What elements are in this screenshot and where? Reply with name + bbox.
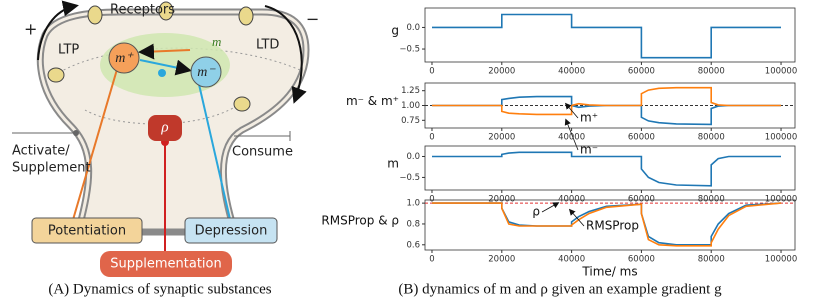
potentiation-link: [69, 65, 119, 231]
y-tick-label: 0.0: [406, 23, 420, 33]
y-tick-label: −0.5: [399, 173, 420, 183]
x-axis-label: Time/ ms: [581, 265, 637, 279]
series-line: [432, 95, 781, 126]
x-tick-label: 80000: [698, 67, 725, 77]
x-tick-label: 100000: [765, 195, 797, 205]
annotation-arrow: [564, 118, 579, 151]
flow-arrow: [138, 43, 191, 60]
label: Supplement: [12, 161, 91, 176]
label: Depression: [195, 224, 268, 239]
x-tick-label: 20000: [488, 133, 515, 143]
depression-box: [184, 217, 278, 244]
label: m⁻: [197, 65, 216, 80]
y-axis-label: m: [387, 157, 399, 171]
x-tick-label: 100000: [765, 67, 797, 77]
x-tick-label: 20000: [488, 67, 515, 77]
label: Receptors: [110, 3, 175, 18]
series-line: [432, 86, 781, 116]
label: +: [24, 20, 37, 39]
ltd-arrow: [264, 5, 307, 104]
plot-frame: [424, 199, 796, 251]
receptors-icons: [47, 1, 254, 112]
label: LTP: [58, 43, 79, 58]
caption: (A) Dynamics of synaptic substances: [48, 281, 271, 297]
label: m: [212, 34, 221, 49]
label: −: [306, 10, 319, 29]
y-tick-label: −0.5: [399, 45, 420, 55]
synapse-diagram: Receptors + − LTP LTD m m⁺ m⁻ ρ Activate…: [12, 0, 319, 277]
x-tick-label: 80000: [698, 133, 725, 143]
x-tick-label: 100000: [765, 255, 797, 265]
x-tick-label: 40000: [558, 255, 585, 265]
depression-link: [197, 79, 233, 229]
m-minus-node: [190, 56, 222, 88]
membrane-inner: [38, 10, 308, 233]
link-node: [158, 69, 166, 77]
dotted-path: [84, 99, 246, 125]
x-tick-label: 40000: [558, 67, 585, 77]
annotation-arrow: [568, 208, 585, 227]
x-tick-label: 80000: [698, 195, 725, 205]
annotation: m⁻: [580, 143, 598, 157]
x-tick-label: 100000: [765, 133, 797, 143]
x-tick-label: 0: [429, 67, 434, 77]
label: Supplementation: [110, 257, 221, 272]
x-tick-label: 0: [429, 133, 434, 143]
label: Activate/: [12, 144, 70, 159]
caption: (B) dynamics of m and ρ given an example…: [398, 281, 722, 297]
potentiation-box: [31, 217, 143, 244]
x-tick-label: 0: [429, 195, 434, 205]
x-tick-label: 20000: [488, 255, 515, 265]
y-tick-label: 0.0: [406, 152, 420, 162]
flow-arrow: [139, 59, 192, 76]
series-line: [432, 202, 782, 247]
series-line: [432, 13, 781, 59]
rho-node: [148, 115, 182, 141]
annotation-arrow: [541, 202, 560, 213]
y-tick-label: 0.6: [406, 240, 420, 250]
ltp-arrow: [37, 0, 79, 61]
series-line: [432, 151, 781, 187]
plot-frame: [424, 7, 796, 63]
label: m⁺: [115, 51, 134, 66]
y-axis-label: g: [391, 24, 399, 38]
label: LTD: [256, 38, 279, 53]
x-tick-label: 60000: [628, 67, 655, 77]
annotation-arrow: [564, 102, 579, 119]
x-tick-label: 80000: [698, 255, 725, 265]
y-tick-label: 1.0: [406, 199, 420, 209]
x-tick-label: 40000: [558, 195, 585, 205]
x-tick-label: 60000: [628, 133, 655, 143]
y-axis-label: RMSProp & ρ: [321, 214, 399, 228]
y-tick-label: 1.00: [401, 101, 420, 111]
x-tick-label: 20000: [488, 195, 515, 205]
annotation: RMSProp: [586, 219, 639, 233]
x-tick-label: 60000: [628, 255, 655, 265]
m-plus-node: [108, 42, 140, 74]
annotation: ρ: [532, 205, 540, 219]
x-tick-label: 60000: [628, 195, 655, 205]
activate-dot: [73, 130, 79, 136]
x-tick-label: 40000: [558, 133, 585, 143]
label: Consume: [232, 145, 293, 160]
y-tick-label: 1.25: [401, 86, 420, 96]
supplementation-box: [100, 251, 232, 277]
label: ρ: [160, 119, 168, 135]
plot-frame: [424, 145, 796, 191]
y-tick-label: 0.8: [406, 219, 420, 229]
x-tick-label: 0: [429, 255, 434, 265]
annotation: m⁺: [580, 111, 598, 125]
y-tick-label: 0.75: [401, 116, 420, 126]
y-axis-label: m⁻ & m⁺: [346, 94, 399, 108]
label: Potentiation: [48, 224, 126, 239]
